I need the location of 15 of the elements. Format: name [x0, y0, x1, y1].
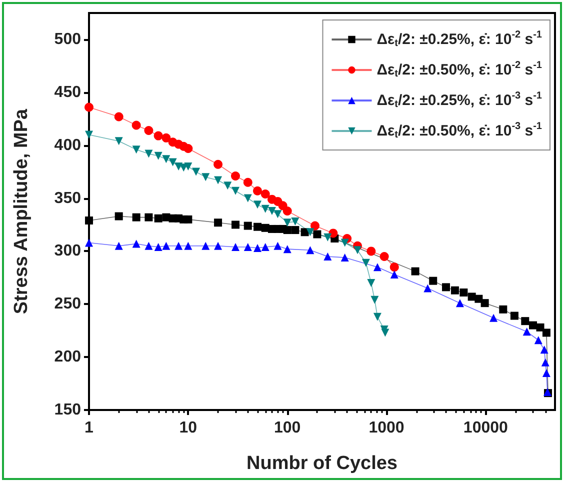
- x-tick-label: 10: [179, 420, 198, 436]
- y-tick-label: 400: [54, 136, 82, 154]
- x-tick-label: 100: [274, 420, 301, 436]
- y-tick-label: 200: [54, 348, 82, 366]
- y-tick-label: 450: [54, 84, 82, 101]
- x-tick-label: 1: [84, 420, 94, 436]
- y-tick-label: 300: [54, 242, 82, 260]
- x-tick-label: 10000: [463, 420, 508, 436]
- y-axis-title: Stress Amplitude, MPa: [11, 108, 32, 314]
- y-tick-label: 500: [54, 30, 82, 48]
- y-tick-label: 250: [54, 296, 82, 313]
- y-tick-label: 150: [54, 402, 82, 418]
- x-tick-label: 1000: [368, 420, 404, 436]
- y-tick-label: 350: [54, 190, 82, 207]
- x-axis-title: Numbr of Cycles: [246, 453, 398, 474]
